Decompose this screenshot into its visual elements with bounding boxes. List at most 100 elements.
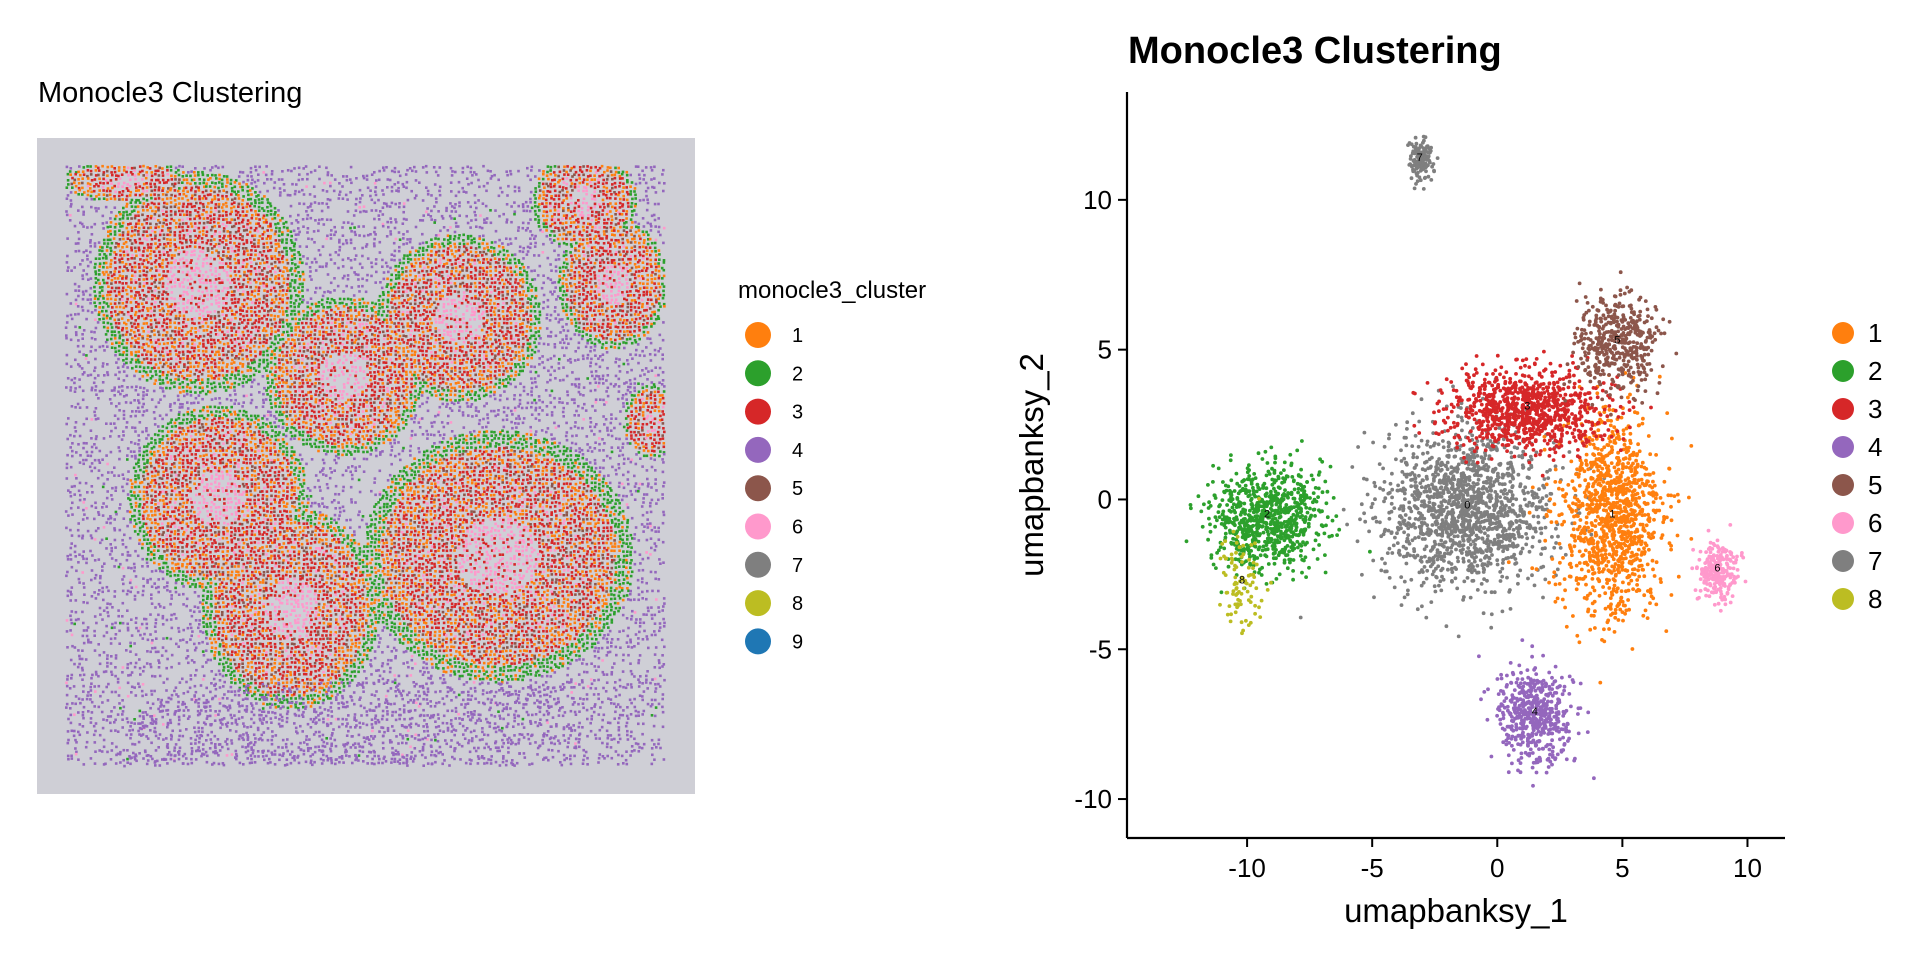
spatial-spot: [201, 229, 205, 233]
spatial-spot: [271, 298, 274, 302]
spatial-spot: [506, 290, 509, 293]
spatial-spot: [477, 314, 481, 318]
spatial-spot: [442, 244, 446, 248]
spatial-spot: [150, 238, 154, 241]
spatial-spot: [393, 249, 397, 253]
spatial-spot: [149, 233, 152, 237]
spatial-spot: [137, 315, 140, 318]
spatial-spot: [353, 322, 356, 325]
spatial-spot: [182, 237, 185, 240]
spatial-spot: [214, 288, 218, 292]
spatial-spot: [237, 261, 240, 265]
spatial-spot: [278, 269, 282, 272]
spatial-spot: [438, 321, 441, 324]
spatial-spot: [243, 318, 246, 322]
spatial-spot: [586, 302, 589, 306]
spatial-spot: [217, 202, 221, 206]
spatial-spot: [586, 241, 589, 245]
spatial-spot: [265, 275, 268, 278]
spatial-spot: [170, 178, 174, 181]
spatial-spot: [243, 270, 246, 274]
spatial-spot: [309, 318, 313, 321]
spatial-spot: [157, 174, 161, 177]
spatial-spot: [142, 230, 146, 233]
spatial-spot: [134, 313, 137, 317]
spatial-spot: [333, 277, 336, 280]
spatial-spot: [497, 334, 501, 338]
spatial-spot: [143, 293, 146, 297]
spatial-spot: [261, 207, 264, 210]
spatial-spot: [597, 286, 600, 289]
spatial-spot: [618, 329, 622, 333]
spatial-spot: [338, 297, 342, 301]
spatial-spot: [117, 244, 120, 248]
spatial-spot: [625, 282, 629, 285]
spatial-spot: [74, 313, 77, 316]
spatial-spot: [475, 334, 478, 337]
spatial-spot: [255, 222, 258, 226]
spatial-spot: [518, 317, 522, 321]
spatial-spot: [582, 278, 586, 282]
spatial-spot: [403, 299, 406, 302]
spatial-spot: [213, 194, 216, 198]
spatial-spot: [305, 185, 308, 188]
spatial-spot: [257, 329, 260, 333]
spatial-spot: [453, 318, 457, 322]
spatial-spot: [258, 234, 262, 238]
spatial-spot: [277, 251, 281, 254]
spatial-spot: [646, 198, 649, 201]
spatial-spot: [453, 298, 456, 302]
spatial-spot: [254, 306, 257, 309]
spatial-spot: [150, 302, 154, 306]
spatial-spot: [146, 334, 150, 338]
spatial-spot: [561, 302, 564, 306]
spatial-spot: [625, 319, 629, 322]
spatial-spot: [273, 181, 277, 184]
spatial-spot: [434, 272, 438, 276]
spatial-spot: [279, 219, 282, 222]
spatial-spot: [497, 278, 500, 281]
spatial-spot: [77, 170, 80, 174]
spatial-spot: [374, 281, 377, 284]
spatial-spot: [430, 290, 433, 294]
spatial-spot: [510, 205, 513, 208]
spatial-spot: [173, 175, 177, 178]
spatial-spot: [573, 283, 577, 286]
spatial-spot: [510, 298, 514, 302]
spatial-spot: [242, 252, 246, 256]
spatial-spot: [182, 302, 185, 305]
spatial-spot: [588, 233, 592, 237]
spatial-spot: [621, 304, 624, 308]
spatial-spot: [221, 197, 225, 200]
spatial-spot: [434, 253, 438, 257]
spatial-spot: [538, 194, 542, 197]
spatial-spot: [565, 293, 568, 297]
spatial-spot: [602, 185, 606, 189]
spatial-spot: [465, 329, 468, 332]
spatial-spot: [338, 329, 341, 332]
spatial-spot: [113, 217, 117, 221]
spatial-spot: [358, 206, 361, 209]
spatial-spot: [461, 269, 464, 272]
spatial-spot: [142, 298, 145, 301]
spatial-spot: [241, 220, 244, 224]
spatial-spot: [173, 309, 177, 312]
spatial-spot: [165, 265, 169, 268]
spatial-spot: [473, 310, 477, 314]
spatial-spot: [281, 300, 284, 304]
spatial-spot: [578, 293, 581, 296]
spatial-spot: [478, 293, 482, 297]
spatial-spot: [108, 293, 112, 297]
spatial-spot: [65, 336, 68, 340]
spatial-spot: [137, 305, 140, 309]
spatial-spot: [210, 201, 213, 204]
spatial-spot: [534, 296, 537, 300]
spatial-spot: [631, 237, 634, 241]
spatial-spot: [325, 300, 329, 304]
spatial-spot: [630, 282, 634, 286]
spatial-spot: [325, 202, 329, 206]
spatial-spot: [409, 302, 412, 306]
spatial-spot: [366, 315, 370, 318]
spatial-spot: [295, 294, 298, 297]
spatial-spot: [193, 253, 196, 257]
